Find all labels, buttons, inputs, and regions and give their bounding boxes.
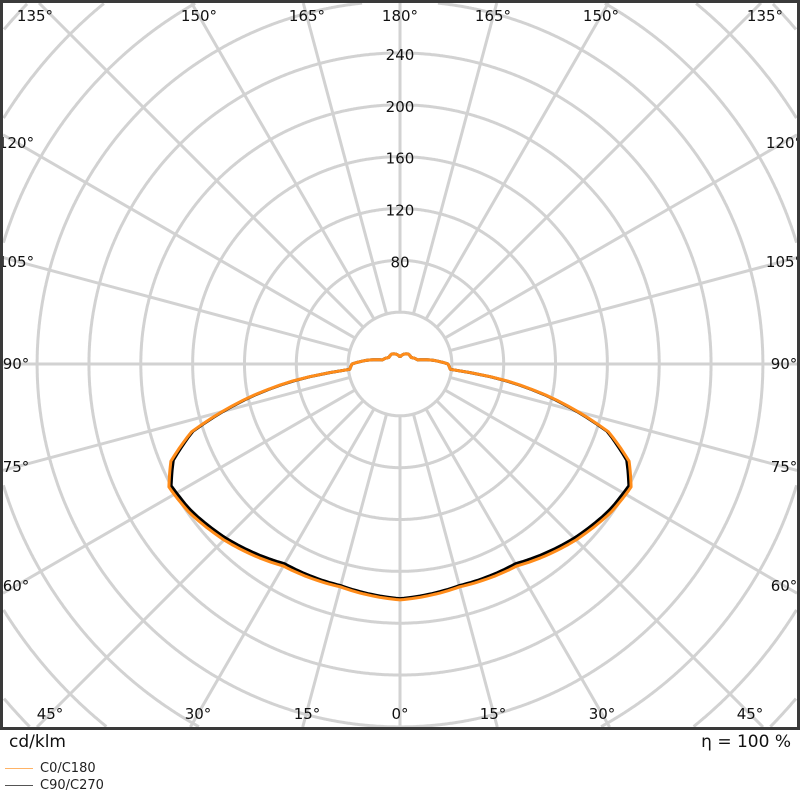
grid-circle [3,3,797,727]
angle-label: 30° [185,705,212,723]
grid-ray [449,375,797,472]
angle-label: 90° [3,355,30,373]
angle-label: 150° [583,7,619,25]
angle-label: 105° [0,253,34,271]
angle-label: 15° [480,705,507,723]
grid-ray [449,256,797,353]
angle-label: 165° [475,7,511,25]
radial-tick-label: 120 [386,201,415,219]
grid-ray [301,413,389,727]
angle-label: 75° [771,458,798,476]
grid-ray [3,133,356,340]
unit-label: cd/klm [9,732,66,752]
angle-label: 135° [17,7,53,25]
legend-item-c0-c180: C0/C180 [5,760,104,777]
intensity-curves [167,352,633,602]
grid-ray [35,399,365,727]
angle-label: 120° [766,134,800,152]
angle-label: 90° [771,355,798,373]
legend-swatch [5,785,33,786]
grid-ray [424,3,610,320]
legend-item-c90-c270: C90/C270 [5,777,104,794]
radial-tick-label: 240 [386,46,415,64]
angle-label: 60° [771,577,798,595]
grid-circle [3,3,797,727]
angle-label: 0° [391,705,408,723]
plot-frame [0,0,800,730]
grid-ray [189,408,376,727]
angle-label: 165° [289,7,325,25]
angle-label: 75° [3,458,30,476]
grid-ray [424,408,611,727]
grid-ray [190,3,376,320]
angle-label: 135° [747,7,783,25]
grid-ray [37,3,365,329]
grid-ray [435,399,765,727]
radial-tick-label: 160 [386,150,415,168]
intensity-curve-c0-c180 [167,352,633,602]
angle-label: 180° [382,7,418,25]
grid-ray [411,3,499,315]
radial-tick-label: 80 [390,253,409,271]
efficiency-label: η = 100 % [701,732,791,752]
grid-ray [3,375,351,472]
grid-ray [444,133,797,340]
angle-label: 105° [766,253,800,271]
angle-label: 30° [589,705,616,723]
grid-circle [3,3,797,727]
legend-swatch [5,768,33,769]
legend-label: C0/C180 [40,761,96,776]
angle-label: 60° [3,577,30,595]
legend: C0/C180 C90/C270 [5,760,104,794]
grid-ray [3,388,356,595]
grid-circle [346,310,454,418]
angle-labels: 135° 150° 165° 180° 165° 150° 135° 120° 105° 90° 7… [0,7,800,723]
grid-ray [411,413,499,727]
grid-ray [435,3,763,329]
angle-label: 45° [737,705,764,723]
legend-label: C90/C270 [40,778,104,793]
angle-label: 45° [37,705,64,723]
grid-ray [3,256,351,353]
angle-label: 120° [0,134,34,152]
angle-label: 150° [181,7,217,25]
grid-ray [444,388,797,595]
grid-ray [301,3,389,315]
radial-tick-labels: 80 120 160 200 240 [386,46,415,271]
angle-label: 15° [294,705,321,723]
radial-tick-label: 200 [386,98,415,116]
grid-circle [35,3,765,727]
polar-grid [3,3,797,727]
